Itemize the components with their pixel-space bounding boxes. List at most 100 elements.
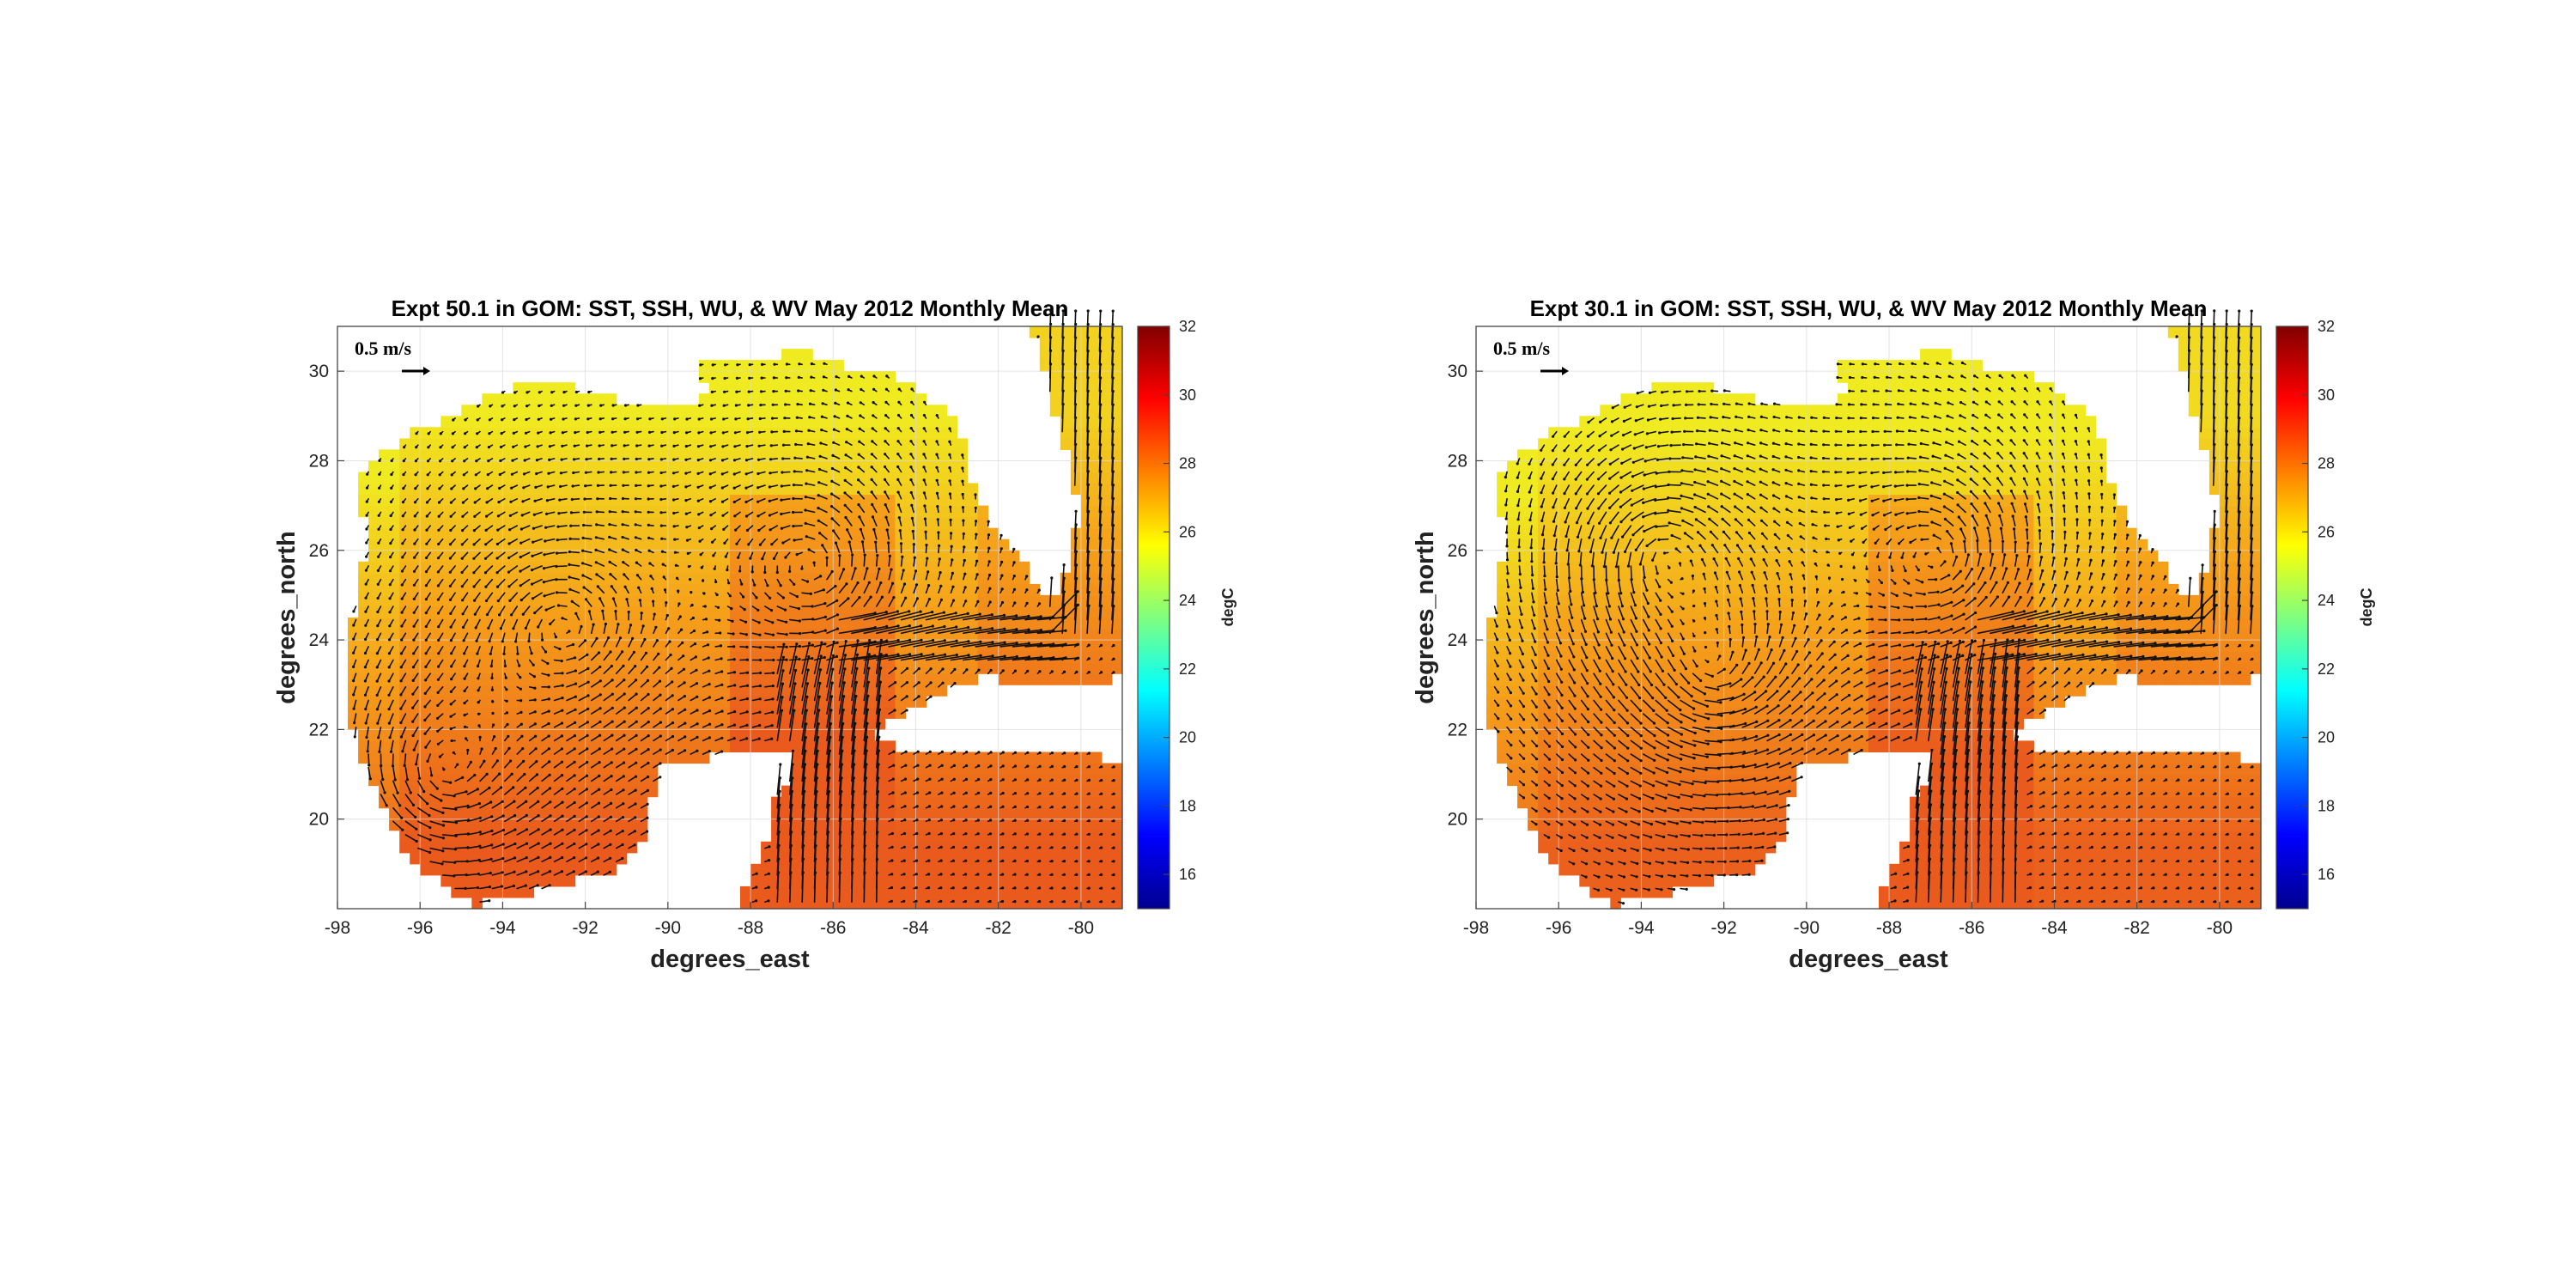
arrow-head [472, 557, 475, 560]
sst-cell [513, 696, 524, 708]
sst-cell [905, 517, 916, 529]
arrow-head [427, 459, 429, 462]
arrow-head [581, 550, 584, 552]
arrow-head [477, 665, 479, 667]
sst-cell [1102, 819, 1113, 831]
arrow-head [709, 459, 712, 461]
arrow-head [390, 487, 392, 490]
arrow-head [463, 473, 465, 476]
sst-cell [596, 393, 607, 405]
arrow-head [389, 528, 392, 531]
sst-cell [689, 517, 700, 529]
arrow-head [647, 537, 650, 539]
sst-cell [864, 539, 875, 551]
arrow-head [501, 885, 503, 887]
arrow-head [633, 651, 635, 654]
arrow-head [730, 607, 732, 610]
sst-cell [927, 764, 938, 776]
arrow-head [476, 446, 478, 448]
sst-cell [761, 875, 772, 887]
sst-cell [792, 786, 803, 798]
arrow-head [562, 391, 565, 393]
sst-cell [730, 618, 741, 630]
arrow-head [481, 747, 483, 750]
arrow-head [412, 652, 415, 654]
arrow-head [623, 679, 625, 681]
sst-cell [1112, 831, 1123, 843]
sst-cell [843, 606, 854, 618]
arrow-head [520, 735, 523, 738]
arrow-head [507, 542, 510, 545]
arrow-head [490, 815, 493, 818]
sst-cell [978, 898, 989, 910]
sst-cell [420, 853, 431, 865]
sst-cell [678, 595, 690, 607]
arrow-head [586, 431, 589, 434]
arrow-head [710, 417, 713, 420]
sst-cell [647, 764, 659, 776]
arrow-head [526, 814, 528, 817]
sst-cell [812, 606, 823, 618]
sst-cell [637, 551, 648, 563]
arrow-head [631, 637, 634, 640]
sst-cell [482, 438, 493, 450]
sst-cell [689, 539, 700, 551]
sst-cell [658, 416, 669, 428]
arrow-head [352, 652, 355, 654]
arrow-head [519, 688, 522, 691]
sst-cell [740, 651, 751, 663]
sst-cell [947, 416, 958, 428]
sst-cell [1081, 898, 1092, 910]
arrow-head [685, 417, 688, 420]
sst-cell [699, 673, 710, 685]
sst-cell [678, 405, 690, 417]
arrow-head [368, 764, 370, 766]
sst-cell [689, 405, 700, 417]
sst-cell [947, 764, 958, 776]
sst-cell [740, 618, 751, 630]
arrow-head [544, 539, 546, 542]
sst-cell [513, 416, 524, 428]
sst-cell [586, 438, 597, 450]
arrow-head [525, 627, 527, 630]
sst-cell [451, 729, 462, 741]
arrow-head [624, 417, 627, 420]
arrow-head [487, 627, 489, 630]
sst-cell [709, 740, 720, 752]
arrow-head [729, 594, 732, 597]
sst-cell [678, 573, 690, 585]
sst-cell [1050, 898, 1061, 910]
arrow-head [722, 431, 725, 434]
arrow-head [673, 417, 676, 420]
sst-cell [895, 472, 906, 484]
arrow-head [365, 569, 368, 572]
sst-cell [389, 707, 400, 719]
sst-cell [471, 484, 483, 496]
sst-cell [389, 449, 400, 461]
sst-cell [1102, 484, 1113, 496]
sst-cell [740, 405, 751, 417]
arrow-head [721, 501, 724, 503]
velocity-arrow [556, 566, 567, 567]
arrow-head [586, 788, 588, 790]
sst-cell [379, 797, 390, 809]
sst-cell [410, 696, 421, 708]
sst-cell [905, 898, 916, 910]
arrow-head [611, 707, 614, 709]
sst-cell [927, 685, 938, 697]
arrow-head [680, 629, 683, 631]
sst-cell [854, 842, 865, 854]
arrow-head [689, 578, 691, 581]
sst-cell [792, 819, 803, 831]
arrow-head [629, 624, 632, 626]
arrow-head [698, 405, 701, 407]
arrow-head [526, 405, 528, 407]
sst-cell [513, 393, 524, 405]
sst-cell [771, 831, 782, 843]
arrow-head [574, 801, 576, 804]
arrow-head [411, 693, 414, 696]
arrow-head [513, 843, 516, 845]
arrow-head [545, 513, 548, 515]
sst-cell [895, 427, 906, 439]
sst-cell [461, 662, 472, 674]
